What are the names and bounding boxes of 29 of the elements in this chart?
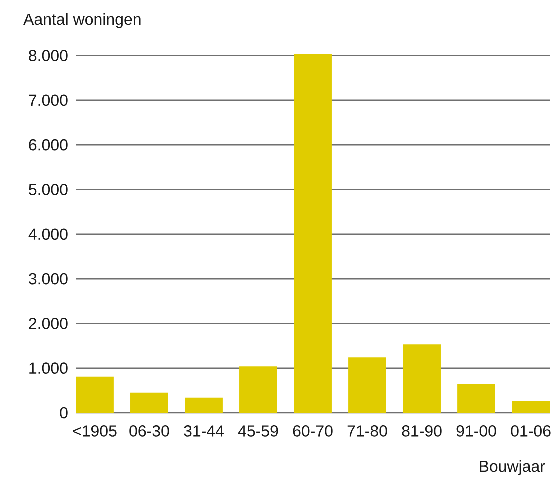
bar [240, 366, 278, 413]
bar [512, 400, 550, 413]
y-tick-label: 5.000 [29, 184, 68, 196]
x-tick-label: 81-90 [402, 426, 442, 437]
bar [458, 384, 496, 413]
y-tick-label: 3.000 [29, 273, 68, 285]
x-tick-label: 01-06 [511, 426, 551, 437]
y-tick-label: 4.000 [28, 228, 68, 240]
x-axis-title: Bouwjaar [480, 460, 546, 476]
x-tick-label: 06-30 [130, 426, 170, 437]
bar [130, 392, 168, 413]
y-tick-label: 8.000 [29, 50, 68, 62]
x-tick-label: 71-80 [348, 426, 388, 437]
y-axis-title: Aantal woningen [24, 13, 141, 28]
y-tick-label: 6.000 [29, 139, 68, 151]
bar [294, 54, 332, 413]
y-tick-label: 1.000 [30, 362, 68, 374]
x-tick-label: 91-00 [456, 426, 496, 437]
y-tick-label: 2.000 [29, 318, 68, 330]
x-tick-label: 60-70 [293, 426, 333, 437]
y-tick-label: 7.000 [29, 94, 68, 106]
x-tick-label: 45-59 [238, 426, 278, 437]
bar [403, 344, 441, 413]
bar [348, 358, 386, 413]
x-tick-label: 31-44 [184, 426, 224, 437]
y-tick-label: 0 [60, 407, 68, 419]
bar [76, 376, 114, 413]
bar [185, 398, 223, 413]
x-tick-label: <1905 [73, 426, 117, 437]
